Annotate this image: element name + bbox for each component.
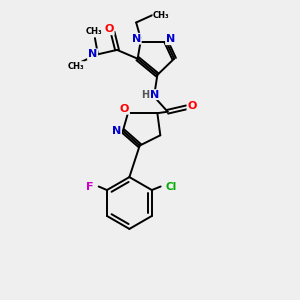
Text: N: N xyxy=(150,90,160,100)
Text: N: N xyxy=(166,34,175,44)
Text: CH₃: CH₃ xyxy=(85,27,102,36)
Text: N: N xyxy=(131,34,141,44)
Text: O: O xyxy=(120,104,129,114)
Text: CH₃: CH₃ xyxy=(68,61,84,70)
Text: N: N xyxy=(88,49,97,59)
Text: Cl: Cl xyxy=(166,182,177,191)
Text: O: O xyxy=(104,24,114,34)
Text: H: H xyxy=(141,90,149,100)
Text: N: N xyxy=(112,126,121,136)
Text: CH₃: CH₃ xyxy=(153,11,169,20)
Text: F: F xyxy=(86,182,93,191)
Text: O: O xyxy=(188,101,197,111)
